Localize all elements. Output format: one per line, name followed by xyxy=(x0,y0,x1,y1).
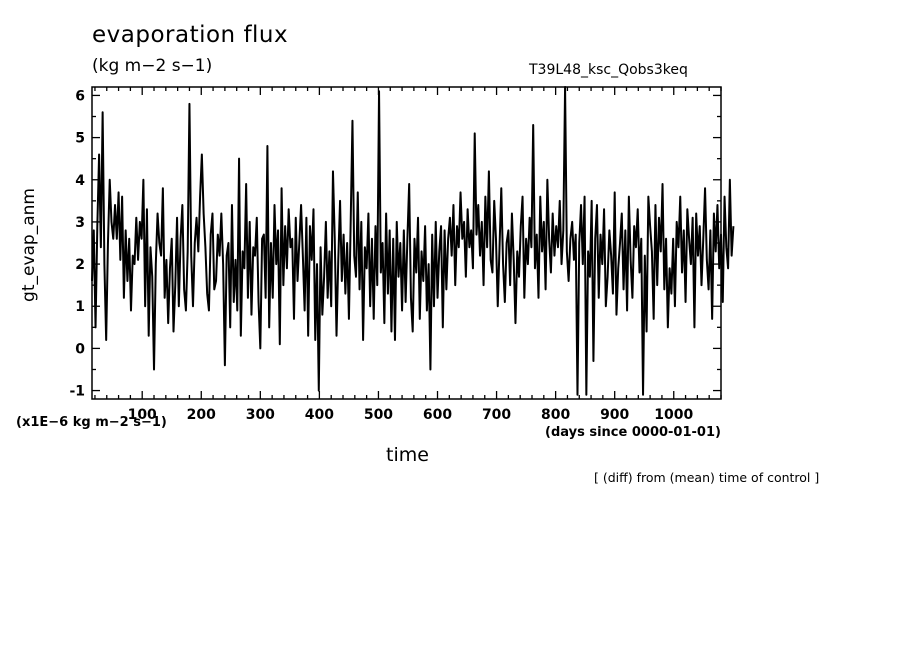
x-axis-label: time xyxy=(386,444,429,466)
y-tick-label: 1 xyxy=(75,299,85,315)
run-name: T39L48_ksc_Qobs3keq xyxy=(529,62,688,78)
x-tick-label: 300 xyxy=(246,407,275,423)
x-tick-label: 600 xyxy=(423,407,452,423)
y-tick-label: 5 xyxy=(75,131,85,147)
y-tick-label: 2 xyxy=(75,257,85,273)
x-tick-label: 100 xyxy=(128,407,157,423)
y-scale-note: (x1E−6 kg m−2 s−1) xyxy=(16,415,167,430)
y-tick-label: 3 xyxy=(75,215,85,231)
x-tick-label: 1000 xyxy=(654,407,693,423)
x-tick-label: 800 xyxy=(541,407,570,423)
y-tick-label: 0 xyxy=(75,341,85,357)
y-tick-label: 4 xyxy=(75,173,85,189)
y-tick-label: -1 xyxy=(69,384,85,400)
chart-units: (kg m−2 s−1) xyxy=(92,56,213,76)
x-units-note: (days since 0000-01-01) xyxy=(545,425,721,440)
series-line-0 xyxy=(91,86,735,396)
x-tick-label: 200 xyxy=(187,407,216,423)
x-tick-label: 500 xyxy=(364,407,393,423)
footnote: [ (diff) from (mean) time of control ] xyxy=(594,470,820,485)
x-tick-label: 900 xyxy=(600,407,629,423)
x-tick-label: 700 xyxy=(482,407,511,423)
ticks-layer: 100 200 300 400 500 600 700 800 900 1000 -1 0 1 2 3 4 5 6 xyxy=(69,87,722,423)
chart-title: evaporation flux xyxy=(92,22,289,48)
plot-layer xyxy=(91,86,735,396)
x-tick-label: 400 xyxy=(305,407,334,423)
y-tick-label: 6 xyxy=(75,88,85,104)
